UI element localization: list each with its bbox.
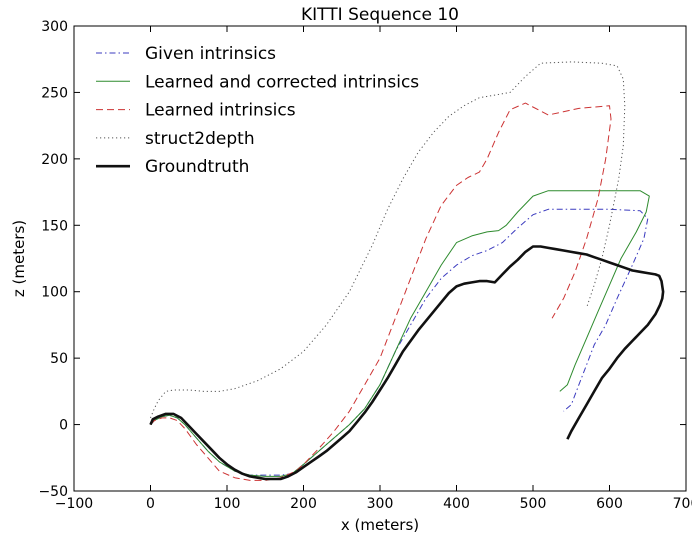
series-line-3 [150, 61, 626, 419]
y-tick-label: 250 [41, 85, 68, 101]
series-line-1 [150, 190, 650, 477]
x-tick-label: 500 [520, 496, 547, 512]
x-tick-label: 100 [214, 496, 241, 512]
legend-label-1: Learned and corrected intrinsics [145, 72, 419, 92]
x-axis-title: x (meters) [341, 516, 419, 534]
ticks-layer [73, 25, 687, 492]
chart-title: KITTI Sequence 10 [301, 5, 459, 25]
y-tick-label: 0 [59, 418, 68, 434]
y-tick-label: 100 [41, 285, 68, 301]
y-tick-label: 200 [41, 152, 68, 168]
x-tick-label: 400 [443, 496, 470, 512]
legend-label-2: Learned intrinsics [145, 101, 296, 121]
y-tick-label: 300 [41, 19, 68, 35]
series-layer [149, 61, 665, 481]
y-tick-label: 150 [41, 218, 68, 234]
plot-area [74, 26, 686, 491]
x-tick-label: −100 [55, 496, 93, 512]
legend-label-3: struct2depth [145, 129, 255, 149]
x-tick-label: 200 [290, 496, 317, 512]
legend-label-4: Groundtruth [145, 157, 249, 177]
y-tick-label: 50 [50, 351, 68, 367]
x-tick-label: 700 [673, 496, 692, 512]
tick-labels-layer: −100 0 100 200 300 400 500 600 700 −50 0 50 100 150 20… [38, 19, 692, 512]
x-tick-label: 600 [596, 496, 623, 512]
series-line-2 [150, 102, 612, 481]
y-tick-label: −50 [38, 484, 68, 500]
x-tick-label: 0 [146, 496, 155, 512]
legend: Given intrinsics Learned and corrected in… [96, 44, 419, 177]
y-axis-title: z (meters) [10, 220, 28, 297]
series-line-4 [149, 245, 665, 481]
x-tick-label: 300 [367, 496, 394, 512]
legend-label-0: Given intrinsics [145, 44, 276, 64]
